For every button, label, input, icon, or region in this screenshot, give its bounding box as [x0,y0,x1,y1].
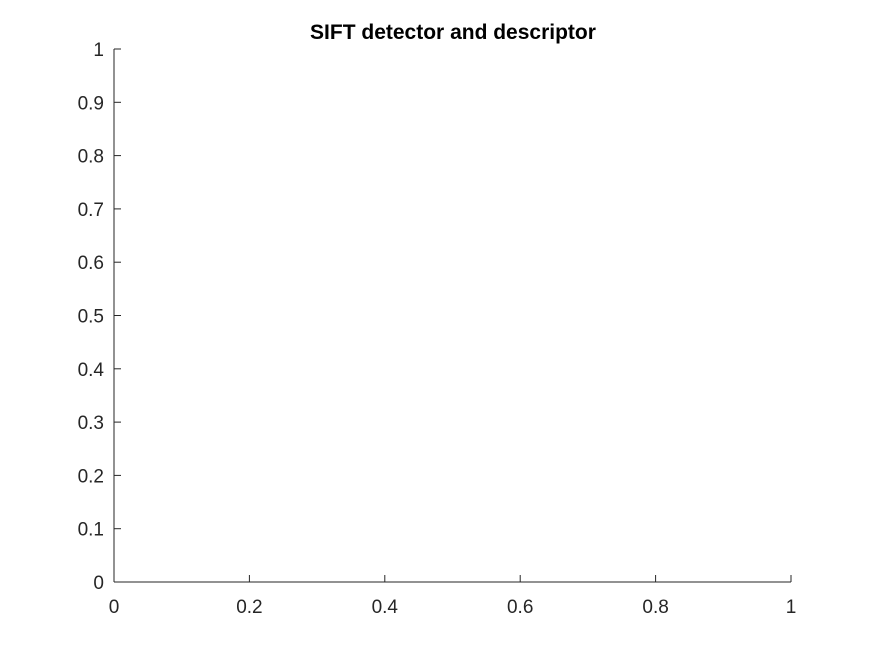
x-tick-label: 1 [786,597,797,618]
x-tick-label: 0.6 [507,597,533,618]
axes [113,49,791,583]
x-tick-label: 0.4 [372,597,399,618]
y-tick-label: 0.5 [78,307,104,328]
y-tick-label: 0.1 [78,520,104,541]
y-axis-ticks: 0 0.1 0.2 0.3 0.4 0.5 0.6 0.7 0.8 0.9 1 [78,40,121,594]
x-tick-label: 0.2 [236,597,262,618]
y-tick-label: 0 [93,573,104,594]
y-tick-label: 0.7 [78,200,104,221]
y-tick-label: 0.8 [78,147,104,168]
y-tick-label: 0.2 [78,466,104,487]
y-tick-label: 1 [93,40,104,61]
x-tick-label: 0.8 [642,597,668,618]
chart-title: SIFT detector and descriptor [310,21,596,44]
x-axis-ticks: 0 0.2 0.4 0.6 0.8 1 [109,575,797,618]
y-tick-label: 0.4 [78,360,105,381]
y-tick-label: 0.3 [78,413,104,434]
y-tick-label: 0.9 [78,93,104,114]
x-tick-label: 0 [109,597,120,618]
y-tick-label: 0.6 [78,253,104,274]
